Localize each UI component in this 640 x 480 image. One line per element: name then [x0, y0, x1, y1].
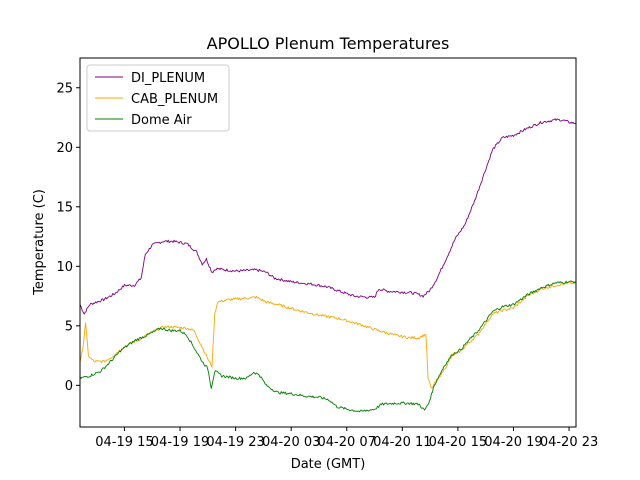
x-tick-label: 04-20 11 — [373, 435, 431, 450]
legend: DI_PLENUM CAB_PLENUM Dome Air — [86, 64, 230, 132]
x-tick-label: 04-20 15 — [429, 435, 487, 450]
x-tick-label: 04-19 15 — [95, 435, 153, 450]
x-tick-label: 04-20 07 — [318, 435, 376, 450]
legend-label-di-plenum: DI_PLENUM — [131, 71, 205, 86]
x-tick-label: 04-20 19 — [484, 435, 542, 450]
chart-title: APOLLO Plenum Temperatures — [207, 34, 450, 53]
y-tick-label: 20 — [56, 141, 73, 156]
legend-label-cab-plenum: CAB_PLENUM — [131, 92, 218, 107]
series-line-di-plenum — [79, 118, 577, 315]
legend-box — [86, 64, 230, 132]
x-tick-label: 04-20 23 — [540, 435, 598, 450]
x-tick-label: 04-19 19 — [151, 435, 209, 450]
legend-label-dome-air: Dome Air — [131, 113, 192, 128]
y-tick-label: 15 — [56, 200, 73, 215]
x-tick-label: 04-20 03 — [262, 435, 320, 450]
y-tick-label: 10 — [56, 260, 73, 275]
y-tick-label: 25 — [56, 81, 73, 96]
x-tick-label: 04-19 23 — [206, 435, 264, 450]
y-tick-label: 0 — [65, 379, 73, 394]
plot-frame — [79, 57, 577, 428]
series-line-cab-plenum — [79, 281, 577, 389]
y-tick-label: 5 — [65, 319, 73, 334]
series-layer — [79, 118, 577, 413]
y-axis-label: Temperature (C) — [32, 189, 47, 296]
series-line-dome-air — [79, 280, 577, 413]
x-axis-label: Date (GMT) — [291, 457, 366, 472]
